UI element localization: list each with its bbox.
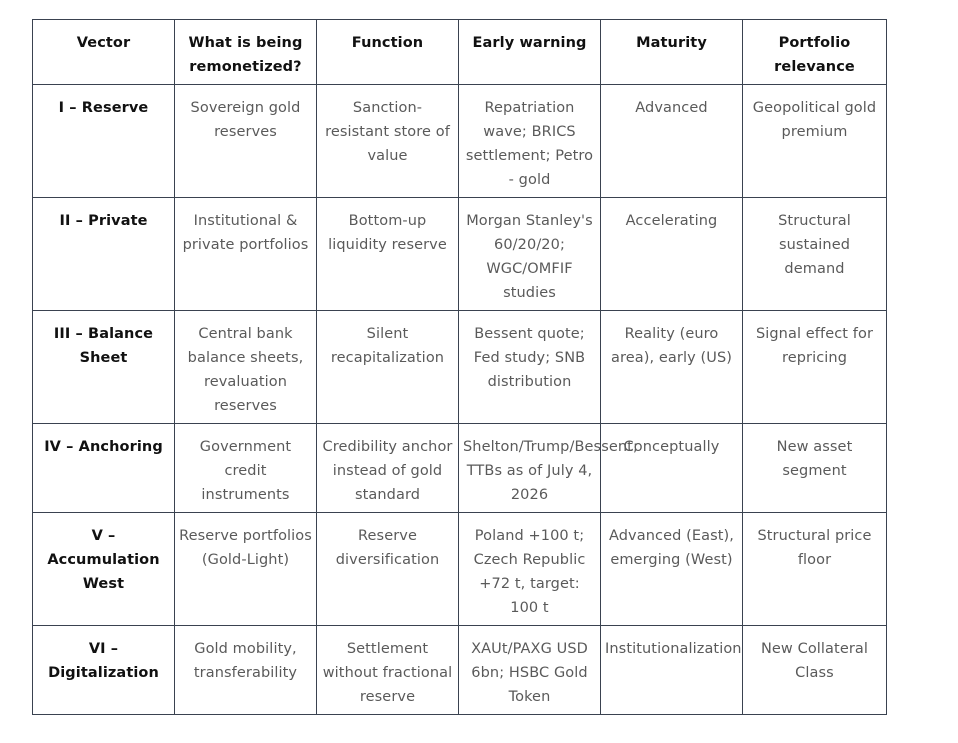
table-cell: Bessent quote; Fed study; SNB distributi…	[458, 310, 601, 424]
table-cell: Institutional & private portfolios	[174, 197, 317, 311]
table-cell: Credibility anchor instead of gold stand…	[316, 423, 459, 513]
table-cell: Central bank balance sheets, revaluation…	[174, 310, 317, 424]
header-portfolio-relevance: Portfolio relevance	[742, 19, 887, 85]
table-row: VI – Digitalization Gold mobility, trans…	[32, 625, 887, 715]
table-cell: Sanction-resistant store of value	[316, 84, 459, 198]
table-cell: Sovereign gold reserves	[174, 84, 317, 198]
vector-cell: IV – Anchoring	[32, 423, 175, 513]
table-cell: Advanced (East), emerging (West)	[600, 512, 743, 626]
table-cell: XAUt/PAXG USD 6bn; HSBC Gold Token	[458, 625, 601, 715]
header-function: Function	[316, 19, 459, 85]
vector-cell: I – Reserve	[32, 84, 175, 198]
table-cell: Settlement without fractional reserve	[316, 625, 459, 715]
table-cell: Poland +100 t; Czech Republic +72 t, tar…	[458, 512, 601, 626]
vector-cell: III – Balance Sheet	[32, 310, 175, 424]
table-row: I – Reserve Sovereign gold reserves Sanc…	[32, 84, 887, 198]
table-cell: New Collateral Class	[742, 625, 887, 715]
table-cell: Signal effect for repricing	[742, 310, 887, 424]
header-vector: Vector	[32, 19, 175, 85]
table-row: V – Accumulation West Reserve portfolios…	[32, 512, 887, 626]
header-maturity: Maturity	[600, 19, 743, 85]
table-cell: New asset segment	[742, 423, 887, 513]
table-cell: Silent recapitalization	[316, 310, 459, 424]
table-cell: Reserve diversification	[316, 512, 459, 626]
table-cell: Advanced	[600, 84, 743, 198]
header-early-warning: Early warning	[458, 19, 601, 85]
table-cell: Structural sustained demand	[742, 197, 887, 311]
table-cell: Geopolitical gold premium	[742, 84, 887, 198]
table-cell: Institutionalization	[600, 625, 743, 715]
vector-cell: V – Accumulation West	[32, 512, 175, 626]
table-cell: Reserve portfolios (Gold-Light)	[174, 512, 317, 626]
table-cell: Structural price floor	[742, 512, 887, 626]
vector-cell: II – Private	[32, 197, 175, 311]
table-cell: Shelton/Trump/Bessent; TTBs as of July 4…	[458, 423, 638, 513]
table-cell: Bottom-up liquidity reserve	[316, 197, 459, 311]
table-cell: Government credit instruments	[174, 423, 317, 513]
table-row: II – Private Institutional & private por…	[32, 197, 887, 311]
table-row: III – Balance Sheet Central bank balance…	[32, 310, 887, 424]
table-cell: Repatriation wave; BRICS settlement; Pet…	[458, 84, 601, 198]
table-row: IV – Anchoring Government credit instrum…	[32, 423, 887, 513]
table-cell: Gold mobility, transferability	[174, 625, 317, 715]
vector-cell: VI – Digitalization	[32, 625, 175, 715]
header-row: Vector What is being remonetized? Functi…	[32, 19, 887, 85]
table-cell: Conceptually	[600, 423, 743, 513]
table-cell: Morgan Stanley's 60/20/20; WGC/OMFIF stu…	[458, 197, 601, 311]
table-cell: Accelerating	[600, 197, 743, 311]
table-cell: Reality (euro area), early (US)	[600, 310, 743, 424]
remonetization-vectors-table: Vector What is being remonetized? Functi…	[32, 19, 887, 715]
header-what-remonetized: What is being remonetized?	[174, 19, 317, 85]
